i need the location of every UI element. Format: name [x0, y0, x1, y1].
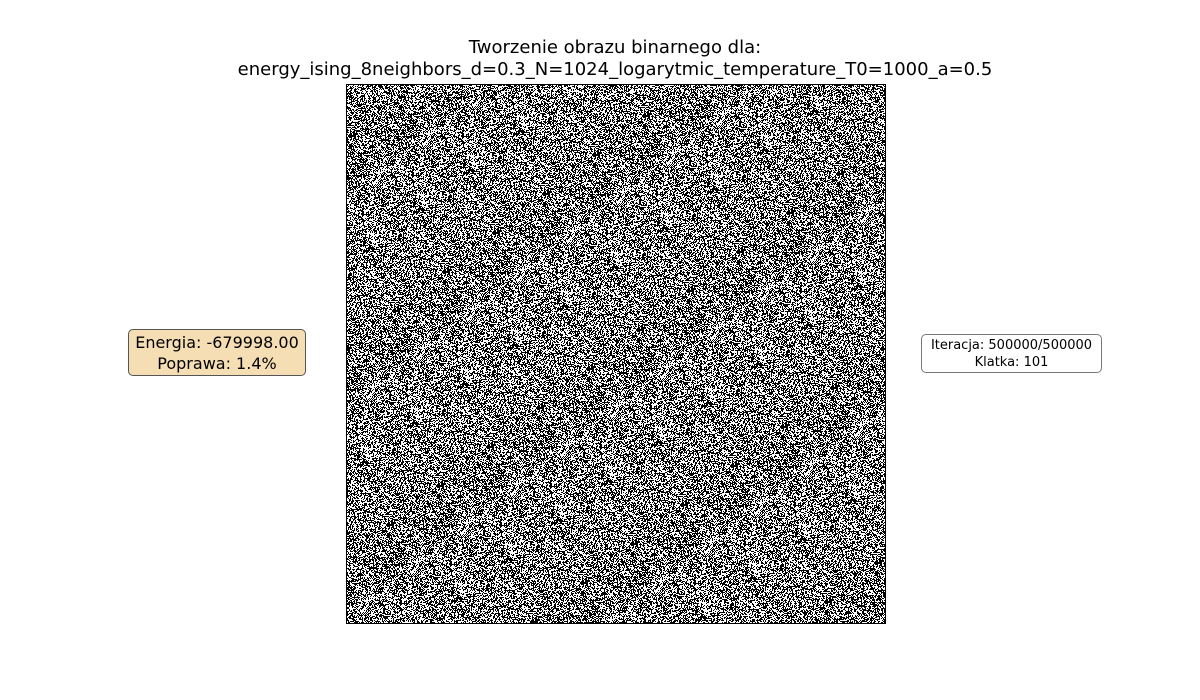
- binary-image-frame: [346, 84, 886, 624]
- figure-title-line1: Tworzenie obrazu binarnego dla:: [468, 37, 762, 58]
- iteration-info-box: Iteracja: 500000/500000 Klatka: 101: [921, 334, 1102, 373]
- improvement-value: Poprawa: 1.4%: [157, 354, 277, 373]
- binary-ising-image: [347, 85, 885, 623]
- figure-title-line2: energy_ising_8neighbors_d=0.3_N=1024_log…: [237, 59, 993, 80]
- frame-counter: Klatka: 101: [974, 355, 1049, 370]
- energy-value: Energia: -679998.00: [135, 333, 299, 352]
- iteration-counter: Iteracja: 500000/500000: [930, 338, 1093, 353]
- energy-info-box: Energia: -679998.00 Poprawa: 1.4%: [128, 329, 306, 376]
